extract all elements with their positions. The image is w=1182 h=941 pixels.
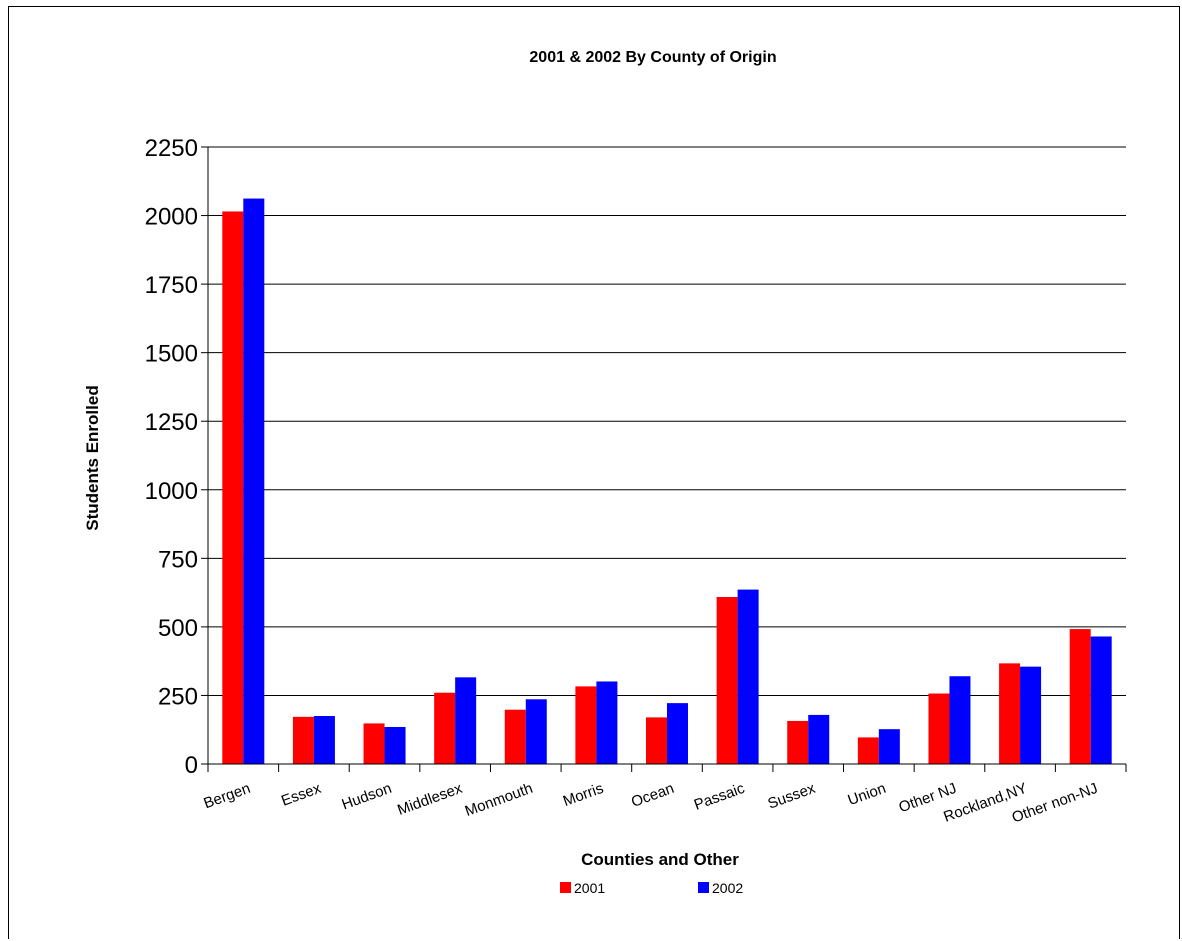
y-tick-label: 1250 (145, 409, 198, 436)
chart-frame: 2001 & 2002 By County of Origin Students… (8, 6, 1180, 939)
y-tick-label: 1500 (145, 341, 198, 368)
bar-2002-middlesex (455, 677, 477, 764)
bar-2001-middlesex (434, 692, 456, 764)
bar-2001-union (857, 737, 879, 764)
y-tick-label: 2000 (145, 204, 198, 231)
x-tick-label: Bergen (201, 780, 252, 813)
x-tick-label: Ocean (629, 780, 676, 811)
bar-2002-other-nj (949, 676, 971, 764)
bar-2001-essex (292, 716, 314, 764)
legend-swatch-2002 (698, 882, 709, 893)
bar-2001-ocean (646, 717, 667, 764)
y-tick-labels: 0 250 500 750 1000 1250 1500 1750 2000 2250 (145, 135, 198, 779)
legend: 2001 2002 (560, 880, 743, 896)
x-tick-label: Union (846, 780, 889, 809)
bar-chart: 2001 & 2002 By County of Origin Students… (83, 49, 1127, 896)
bar-2001-morris (575, 686, 597, 764)
y-tick-label: 1000 (145, 478, 198, 505)
x-tick-label: Monmouth (463, 780, 535, 820)
y-tick-label: 0 (185, 752, 198, 779)
bar-2001-hudson (363, 723, 385, 764)
axes (201, 146, 1127, 772)
bar-2002-essex (313, 716, 335, 764)
x-tick-label: Middlesex (395, 780, 465, 819)
bar-2002-union (878, 729, 900, 764)
y-tick-label: 750 (158, 546, 198, 573)
legend-label: 2002 (712, 880, 743, 896)
gridlines (208, 146, 1126, 696)
bar-2002-other-non-nj (1090, 636, 1112, 764)
x-tick-label: Morris (561, 780, 606, 810)
bar-2002-passaic (737, 589, 759, 764)
x-axis-label: Counties and Other (581, 850, 739, 869)
y-tick-label: 250 (158, 683, 198, 710)
y-axis-label: Students Enrolled (83, 385, 102, 530)
bar-2001-other-non-nj (1069, 629, 1091, 764)
bars (222, 198, 1112, 765)
bar-2001-monmouth (504, 709, 526, 764)
bar-2001-passaic (716, 596, 738, 764)
bar-2002-rockland-ny (1020, 666, 1042, 764)
bar-2001-bergen (222, 211, 244, 765)
x-tick-label: Passaic (692, 780, 748, 814)
bar-2001-other-nj (928, 693, 950, 764)
bar-2001-sussex (787, 720, 809, 764)
legend-label: 2001 (574, 880, 605, 896)
bar-2001-rockland-ny (999, 663, 1021, 764)
y-tick-label: 2250 (145, 135, 198, 162)
bar-2002-morris (596, 681, 618, 764)
bar-2002-ocean (667, 703, 688, 764)
y-tick-label: 500 (158, 615, 198, 642)
bar-2002-bergen (243, 198, 265, 764)
x-tick-label: Sussex (766, 780, 819, 813)
y-tick-label: 1750 (145, 272, 198, 299)
bar-2002-hudson (384, 726, 406, 764)
bar-2002-monmouth (525, 699, 547, 764)
x-tick-label: Hudson (340, 780, 394, 814)
bar-2002-sussex (808, 714, 830, 764)
chart-title: 2001 & 2002 By County of Origin (529, 49, 776, 66)
x-tick-label: Essex (279, 780, 324, 810)
legend-swatch-2001 (560, 882, 571, 893)
